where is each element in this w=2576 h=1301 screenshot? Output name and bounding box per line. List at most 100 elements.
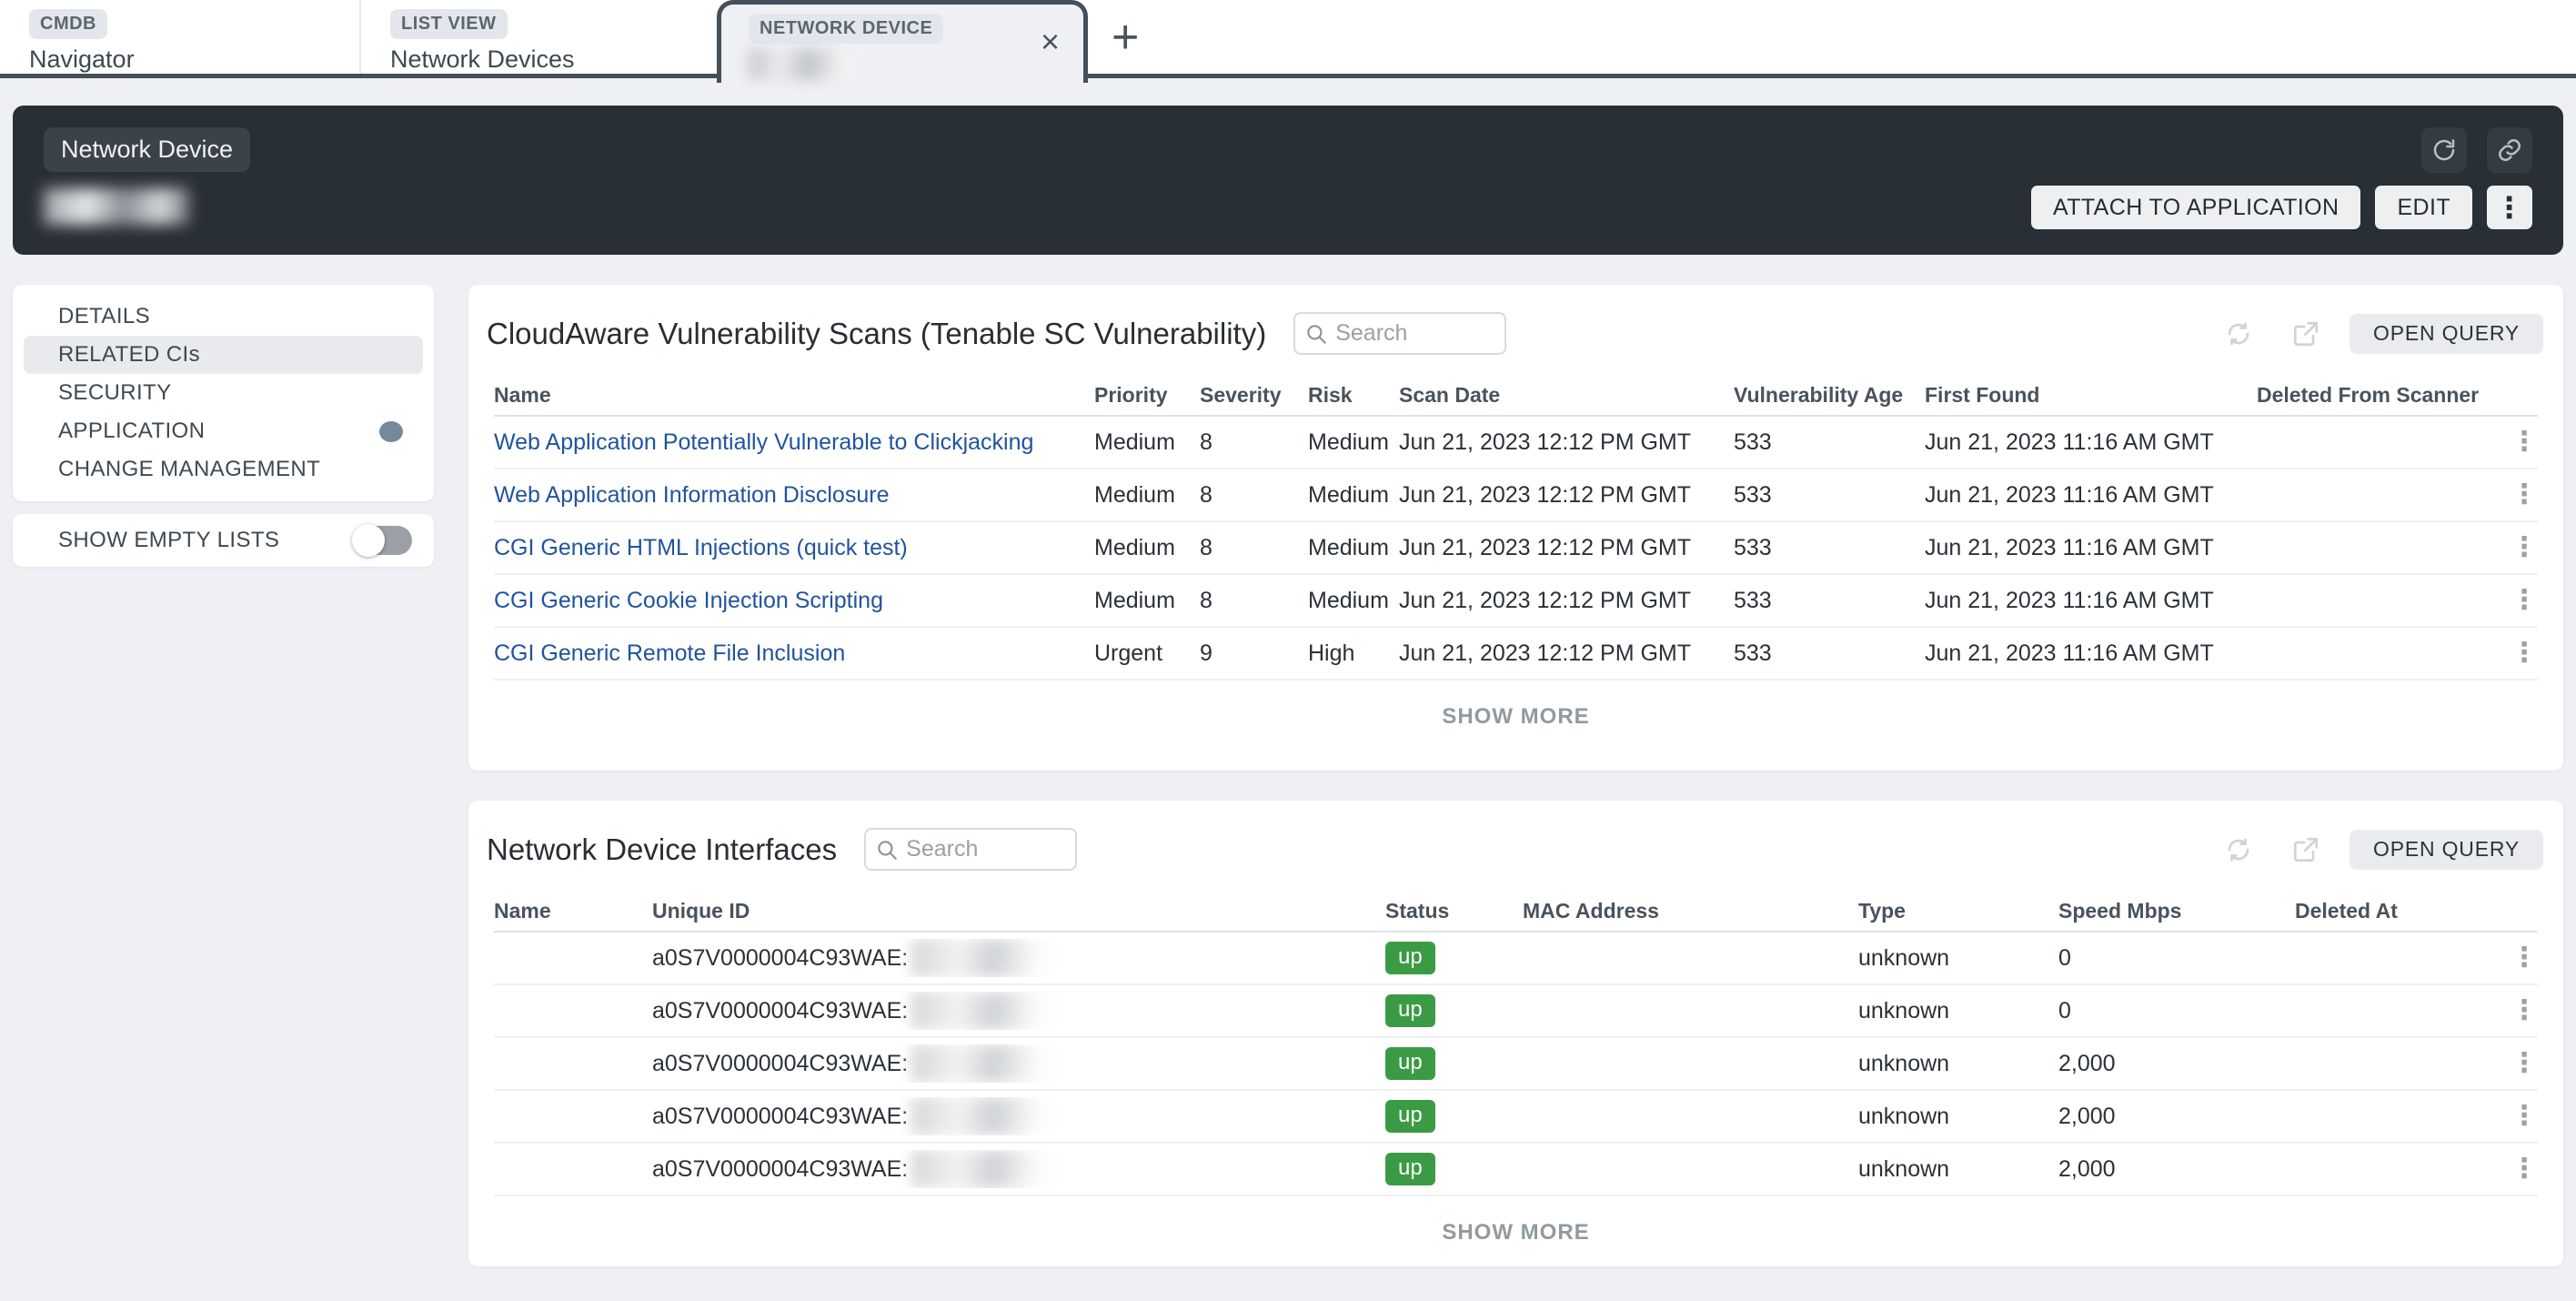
table-row: Web Application Information Disclosure M… xyxy=(494,469,2538,522)
vulnerability-link[interactable]: CGI Generic Cookie Injection Scripting xyxy=(494,588,883,613)
open-in-new-button[interactable] xyxy=(2291,835,2320,864)
cell-severity: 8 xyxy=(1200,588,1308,614)
link-icon xyxy=(2496,136,2523,164)
cell-unique-id: a0S7V0000004C93WAE: xyxy=(652,1156,908,1183)
show-empty-lists-label: SHOW EMPTY LISTS xyxy=(58,528,279,553)
copy-link-button[interactable] xyxy=(2487,127,2532,173)
cell-scan-date: Jun 21, 2023 12:12 PM GMT xyxy=(1399,640,1734,667)
cell-speed-mbps: 2,000 xyxy=(2058,1104,2295,1130)
row-menu-icon[interactable]: ⋮ xyxy=(2501,997,2538,1024)
cell-scan-date: Jun 21, 2023 12:12 PM GMT xyxy=(1399,588,1734,614)
table-header-row: Name Unique ID Status MAC Address Type S… xyxy=(494,891,2538,933)
col-header-unique-id: Unique ID xyxy=(652,899,1385,923)
cell-vulnerability-age: 533 xyxy=(1734,640,1925,667)
sync-icon xyxy=(2224,319,2253,348)
row-menu-icon[interactable]: ⋮ xyxy=(2501,1103,2538,1130)
show-empty-lists-toggle[interactable] xyxy=(354,526,412,555)
row-menu-icon[interactable]: ⋮ xyxy=(2501,1155,2538,1183)
cell-vulnerability-age: 533 xyxy=(1734,588,1925,614)
record-menu-button[interactable]: ⋮ xyxy=(2487,186,2532,229)
row-menu-icon[interactable]: ⋮ xyxy=(2501,587,2538,614)
cell-unique-id: a0S7V0000004C93WAE: xyxy=(652,998,908,1024)
cell-severity: 9 xyxy=(1200,640,1308,667)
cell-type: unknown xyxy=(1858,998,2058,1024)
close-icon[interactable]: × xyxy=(1041,25,1060,58)
content-area: DETAILS RELATED CIs SECURITY APPLICATION… xyxy=(13,285,2563,1266)
status-badge: up xyxy=(1385,1100,1435,1134)
tab-network-device-active[interactable]: NETWORK DEVICE × xyxy=(717,0,1088,83)
cell-speed-mbps: 2,000 xyxy=(2058,1051,2295,1077)
cell-risk: Medium xyxy=(1308,482,1399,509)
redacted-unique-id-suffix xyxy=(911,1097,1048,1135)
row-menu-icon[interactable]: ⋮ xyxy=(2501,944,2538,972)
open-query-button[interactable]: OPEN QUERY xyxy=(2350,314,2543,354)
cell-scan-date: Jun 21, 2023 12:12 PM GMT xyxy=(1399,429,1734,456)
sidebar-item[interactable]: RELATED CIs xyxy=(24,336,423,374)
open-in-new-button[interactable] xyxy=(2291,319,2320,348)
col-header-scan-date: Scan Date xyxy=(1399,383,1734,408)
attach-to-application-button[interactable]: ATTACH TO APPLICATION xyxy=(2031,186,2360,229)
cell-first-found: Jun 21, 2023 11:16 AM GMT xyxy=(1925,588,2257,614)
col-header-first-found: First Found xyxy=(1925,383,2257,408)
status-badge: up xyxy=(1385,1153,1435,1186)
cell-risk: Medium xyxy=(1308,429,1399,456)
redacted-unique-id-suffix xyxy=(911,939,1048,977)
sync-button[interactable] xyxy=(2224,319,2253,348)
redacted-tab-title xyxy=(749,49,856,80)
sidebar-item[interactable]: SECURITY xyxy=(24,374,423,412)
row-menu-icon[interactable]: ⋮ xyxy=(2501,534,2538,561)
table-row: a0S7V0000004C93WAE: up unknown 2,000 ⋮ xyxy=(494,1091,2538,1144)
cell-speed-mbps: 0 xyxy=(2058,998,2295,1024)
vulnerability-link[interactable]: Web Application Potentially Vulnerable t… xyxy=(494,429,1033,455)
cell-scan-date: Jun 21, 2023 12:12 PM GMT xyxy=(1399,482,1734,509)
sidebar-item[interactable]: DETAILS xyxy=(24,298,423,336)
section-title-interfaces: Network Device Interfaces xyxy=(487,832,837,867)
vulnerability-link[interactable]: CGI Generic Remote File Inclusion xyxy=(494,640,845,666)
edit-button[interactable]: EDIT xyxy=(2375,186,2472,229)
show-more-interfaces[interactable]: SHOW MORE xyxy=(1442,1220,1589,1245)
tab-network-devices-list[interactable]: LIST VIEW Network Devices xyxy=(359,0,719,74)
col-header-risk: Risk xyxy=(1308,383,1399,408)
cell-priority: Urgent xyxy=(1094,640,1200,667)
vulnerability-search[interactable] xyxy=(1293,312,1506,355)
tab-navigator[interactable]: CMDB Navigator xyxy=(0,0,359,74)
search-icon xyxy=(875,838,899,862)
col-header-name: Name xyxy=(494,383,1094,408)
search-input[interactable] xyxy=(906,836,1066,862)
sidebar-item[interactable]: CHANGE MANAGEMENT xyxy=(24,450,423,489)
cell-unique-id: a0S7V0000004C93WAE: xyxy=(652,1104,908,1130)
table-row: Web Application Potentially Vulnerable t… xyxy=(494,417,2538,469)
row-menu-icon[interactable]: ⋮ xyxy=(2501,1050,2538,1077)
vulnerability-link[interactable]: Web Application Information Disclosure xyxy=(494,482,889,508)
add-tab-icon[interactable]: + xyxy=(1112,14,1139,61)
col-header-name: Name xyxy=(494,899,652,923)
col-header-mac-address: MAC Address xyxy=(1523,899,1858,923)
tab-type-badge: CMDB xyxy=(29,9,107,39)
cell-severity: 8 xyxy=(1200,535,1308,561)
interfaces-search[interactable] xyxy=(864,828,1077,871)
open-query-button[interactable]: OPEN QUERY xyxy=(2350,830,2543,870)
search-input[interactable] xyxy=(1335,320,1495,347)
row-menu-icon[interactable]: ⋮ xyxy=(2501,429,2538,456)
main-panel: CloudAware Vulnerability Scans (Tenable … xyxy=(468,285,2563,1266)
sidebar-item[interactable]: APPLICATION xyxy=(24,412,423,450)
sync-button[interactable] xyxy=(2224,835,2253,864)
cell-unique-id: a0S7V0000004C93WAE: xyxy=(652,1051,908,1077)
show-more-vulnerabilities[interactable]: SHOW MORE xyxy=(1442,704,1589,729)
cell-priority: Medium xyxy=(1094,535,1200,561)
cell-type: unknown xyxy=(1858,1051,2058,1077)
refresh-button[interactable] xyxy=(2421,127,2467,173)
row-menu-icon[interactable]: ⋮ xyxy=(2501,640,2538,667)
cell-first-found: Jun 21, 2023 11:16 AM GMT xyxy=(1925,429,2257,456)
vulnerability-link[interactable]: CGI Generic HTML Injections (quick test) xyxy=(494,535,908,560)
cell-severity: 8 xyxy=(1200,482,1308,509)
row-menu-icon[interactable]: ⋮ xyxy=(2501,481,2538,509)
tab-type-badge: NETWORK DEVICE xyxy=(749,14,943,44)
cell-first-found: Jun 21, 2023 11:16 AM GMT xyxy=(1925,640,2257,667)
col-header-type: Type xyxy=(1858,899,2058,923)
cell-severity: 8 xyxy=(1200,429,1308,456)
col-header-severity: Severity xyxy=(1200,383,1308,408)
status-badge: up xyxy=(1385,994,1435,1028)
sidebar: DETAILS RELATED CIs SECURITY APPLICATION… xyxy=(13,285,434,1266)
record-header: Network Device ATTACH TO APPLICATION EDI… xyxy=(13,106,2563,255)
